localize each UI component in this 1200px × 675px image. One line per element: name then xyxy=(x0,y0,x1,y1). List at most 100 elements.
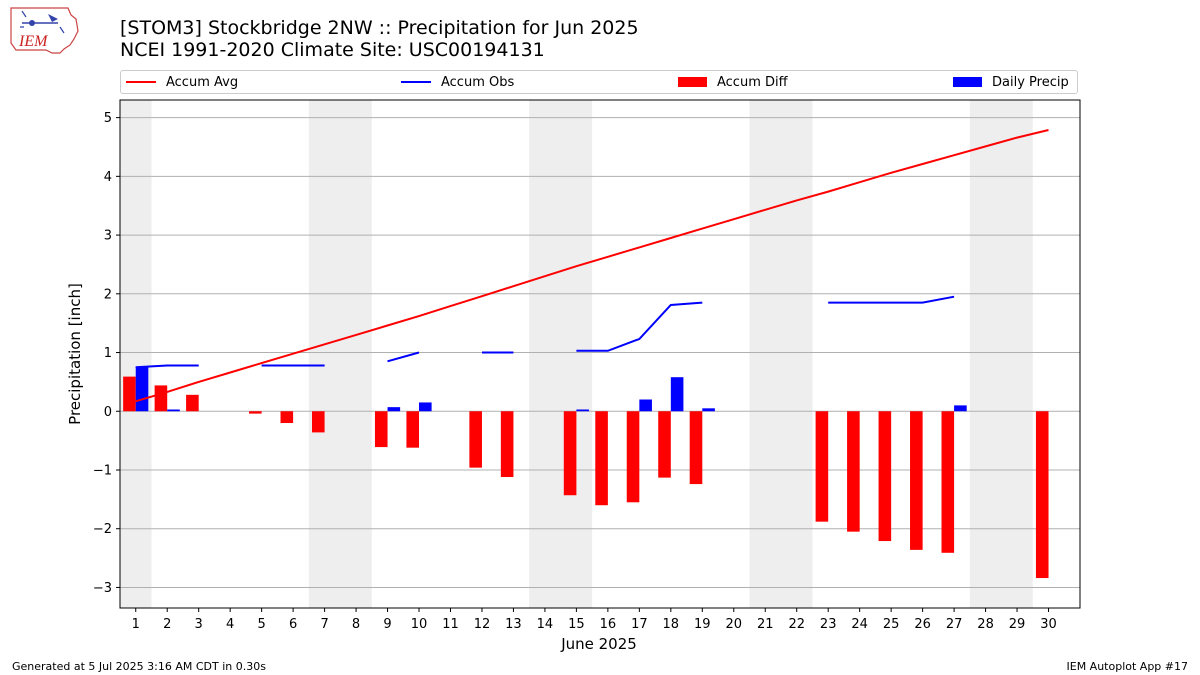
legend-swatch-accum-obs xyxy=(401,81,431,83)
x-tick-label: 3 xyxy=(195,617,203,632)
accum-diff-bar xyxy=(374,411,388,448)
y-tick-label: 5 xyxy=(104,111,112,126)
footer-app: IEM Autoplot App #17 xyxy=(1066,660,1189,673)
accum-diff-bar xyxy=(500,411,514,478)
x-tick-label: 25 xyxy=(883,617,900,632)
accum-diff-bar xyxy=(280,411,294,424)
iem-logo: IEM xyxy=(10,7,79,54)
daily-precip-bar xyxy=(576,409,589,412)
y-axis-label: Precipitation [inch] xyxy=(66,283,84,425)
plot-frame xyxy=(119,99,1081,609)
legend: Accum Avg Accum Obs Accum Diff Daily Pre… xyxy=(120,70,1078,94)
weekend-band xyxy=(120,100,152,608)
weekend-shading xyxy=(120,100,1033,608)
weekend-band xyxy=(529,100,593,608)
x-tick-label: 10 xyxy=(411,617,428,632)
accum-diff-bar xyxy=(941,411,955,553)
x-tick-label: 14 xyxy=(537,617,554,632)
logo-text: IEM xyxy=(18,33,49,50)
accum-diff-bar xyxy=(469,411,482,468)
daily-precip-bar xyxy=(639,399,652,412)
accum-diff-bar xyxy=(406,411,420,448)
x-tick-label: 17 xyxy=(631,617,648,632)
x-tick-label: 20 xyxy=(725,617,742,632)
accum-diff-bar xyxy=(186,394,199,412)
y-tick-label: −2 xyxy=(93,522,112,537)
x-tick-label: 1 xyxy=(132,617,140,632)
daily-precip-bar xyxy=(135,366,149,412)
accum-obs-line xyxy=(135,364,199,369)
daily-precip-bar xyxy=(387,407,401,412)
x-tick-label: 4 xyxy=(226,617,234,632)
y-tick-label: 2 xyxy=(104,287,112,302)
weekend-band xyxy=(749,100,813,608)
accum-diff-bar xyxy=(123,376,136,412)
accum-avg-line xyxy=(135,129,1049,403)
accum-diff-bar xyxy=(563,411,577,496)
legend-swatch-daily-precip xyxy=(953,77,982,87)
legend-swatch-accum-diff xyxy=(678,77,707,87)
x-tick-label: 27 xyxy=(946,617,963,632)
x-tick-label: 2 xyxy=(163,617,171,632)
daily-precip-bar xyxy=(419,402,432,412)
accum-diff-bar xyxy=(249,411,262,414)
x-tick-label: 15 xyxy=(568,617,585,632)
daily-precip-bar xyxy=(702,408,715,412)
x-tick-label: 9 xyxy=(383,617,391,632)
y-axis: −3 −2 −1 0 1 2 3 4 5 xyxy=(93,111,120,596)
accum-diff-bar xyxy=(878,411,892,542)
x-tick-label: 11 xyxy=(442,617,459,632)
accum-diff-bar xyxy=(312,411,325,433)
accum-diff-bar xyxy=(154,385,168,412)
x-tick-label: 13 xyxy=(505,617,522,632)
accum-diff-bar xyxy=(689,411,703,485)
x-tick-label: 28 xyxy=(977,617,994,632)
legend-label-daily-precip: Daily Precip xyxy=(992,74,1069,90)
legend-label-accum-diff: Accum Diff xyxy=(717,74,788,90)
y-tick-label: 3 xyxy=(104,229,112,244)
accum-diff-bar xyxy=(815,411,829,522)
legend-item-accum-avg: Accum Avg xyxy=(126,74,238,90)
footer-generated: Generated at 5 Jul 2025 3:16 AM CDT in 0… xyxy=(12,660,266,673)
gridlines xyxy=(120,117,1080,588)
x-axis: 1 2 3 4 5 6 7 8 9 10 11 12 13 14 15 16 17 18 19 20 21 22 23 24 2… xyxy=(132,608,1057,632)
y-tick-label: 1 xyxy=(104,346,112,361)
y-tick-label: −1 xyxy=(93,463,112,478)
accum-diff-bar xyxy=(595,411,608,506)
accum-obs-line xyxy=(576,301,703,352)
x-tick-label: 12 xyxy=(474,617,491,632)
accum-diff-bar xyxy=(1035,411,1049,579)
chart-subtitle: NCEI 1991-2020 Climate Site: USC00194131 xyxy=(120,39,545,61)
legend-item-accum-obs: Accum Obs xyxy=(401,74,514,90)
legend-item-accum-diff: Accum Diff xyxy=(678,74,788,90)
weekend-band xyxy=(308,100,372,608)
legend-item-daily-precip: Daily Precip xyxy=(953,74,1069,90)
accum-obs-line xyxy=(387,351,420,363)
x-tick-label: 8 xyxy=(352,617,360,632)
x-tick-label: 24 xyxy=(851,617,868,632)
x-tick-label: 30 xyxy=(1040,617,1057,632)
x-tick-label: 5 xyxy=(257,617,265,632)
x-tick-label: 16 xyxy=(600,617,617,632)
legend-label-accum-obs: Accum Obs xyxy=(441,74,515,90)
y-tick-label: 4 xyxy=(104,170,112,185)
x-tick-label: 29 xyxy=(1009,617,1026,632)
accum-diff-bar xyxy=(847,411,860,532)
legend-swatch-accum-avg xyxy=(126,81,156,83)
x-tick-label: 26 xyxy=(914,617,931,632)
x-tick-label: 6 xyxy=(289,617,297,632)
y-tick-label: −3 xyxy=(93,581,112,596)
accum-obs-line xyxy=(828,295,955,304)
x-tick-label: 18 xyxy=(663,617,680,632)
x-tick-label: 7 xyxy=(320,617,328,632)
x-tick-label: 23 xyxy=(820,617,837,632)
x-tick-label: 19 xyxy=(694,617,711,632)
daily-precip-bar xyxy=(954,405,967,412)
lines xyxy=(135,129,1049,403)
accum-diff-bar xyxy=(626,411,640,503)
daily-precip-bar xyxy=(167,409,180,412)
accum-diff-bar xyxy=(910,411,923,550)
legend-label-accum-avg: Accum Avg xyxy=(166,74,239,90)
chart-title: [STOM3] Stockbridge 2NW :: Precipitation… xyxy=(120,17,639,39)
